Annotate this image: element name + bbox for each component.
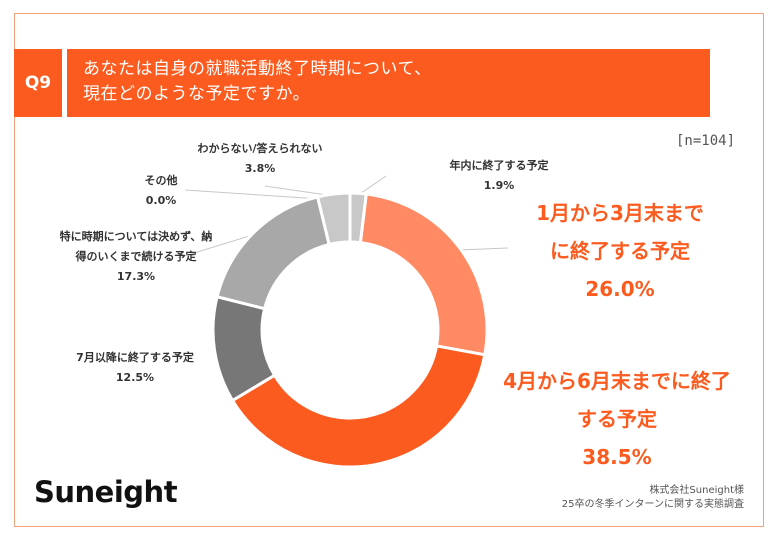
slide-frame [14,13,764,527]
slice-unknown [315,191,352,247]
label-end-of-year-text: 年内に終了する予定 [449,159,549,172]
leader-line-jan-mar [458,247,509,251]
slice-apr-jun [230,344,487,469]
credit-line-2: 25卒の冬季インターンに関する実態調査 [561,499,744,510]
leader-line-other [184,189,319,200]
credit: 株式会社Suneight様 25卒の冬季インターンに関する実態調査 [562,484,744,512]
label-end-of-year-value: 1.9% [483,179,515,192]
label-jan-mar: 1月から3月末まで に終了する予定 26.0% [495,194,745,308]
label-other: その他 0.0% [121,171,201,211]
leader-line-undecided [177,233,255,259]
label-end-of-year: 年内に終了する予定 1.9% [424,156,574,196]
label-undecided-text-1: 特に時期については決めず、納 [59,230,213,243]
label-undecided-text-2: 得のいくまで続ける予定 [75,250,197,263]
label-undecided: 特に時期については決めず、納 得のいくまで続ける予定 17.3% [36,227,236,287]
label-apr-jun: 4月から6月末までに終了 する予定 38.5% [472,362,762,476]
label-undecided-value: 17.3% [116,270,156,283]
label-other-value: 0.0% [145,194,177,207]
label-other-text: その他 [144,174,178,187]
question-title: あなたは自身の就職活動終了時期について、 現在どのような予定ですか。 [67,49,710,117]
label-jan-mar-text-2: に終了する予定 [550,239,690,263]
label-jan-mar-text-1: 1月から3月末まで [536,201,704,225]
label-unknown: わからない/答えられない 3.8% [175,139,345,179]
label-unknown-value: 3.8% [244,162,276,175]
label-unknown-text: わからない/答えられない [197,142,323,155]
label-jan-mar-value: 26.0% [585,277,655,301]
question-badge: Q9 [14,49,62,117]
label-after-jul-value: 12.5% [115,371,155,384]
label-after-jul: 7月以降に終了する予定 12.5% [50,348,220,388]
question-line-1: あなたは自身の就職活動終了時期について、 [83,59,432,79]
brand-logo: Suneight [34,475,178,509]
sample-size: [n=104] [676,133,736,149]
leader-line-end-of-year [357,175,387,196]
label-apr-jun-value: 38.5% [582,445,652,469]
label-apr-jun-text-1: 4月から6月末までに終了 [503,369,731,393]
question-line-2: 現在どのような予定ですか。 [83,84,311,104]
label-after-jul-text: 7月以降に終了する予定 [76,351,194,364]
label-apr-jun-text-2: する予定 [577,407,657,431]
slice-jan-mar [358,192,489,357]
donut-slices [211,191,489,469]
credit-line-1: 株式会社Suneight様 [649,485,744,496]
